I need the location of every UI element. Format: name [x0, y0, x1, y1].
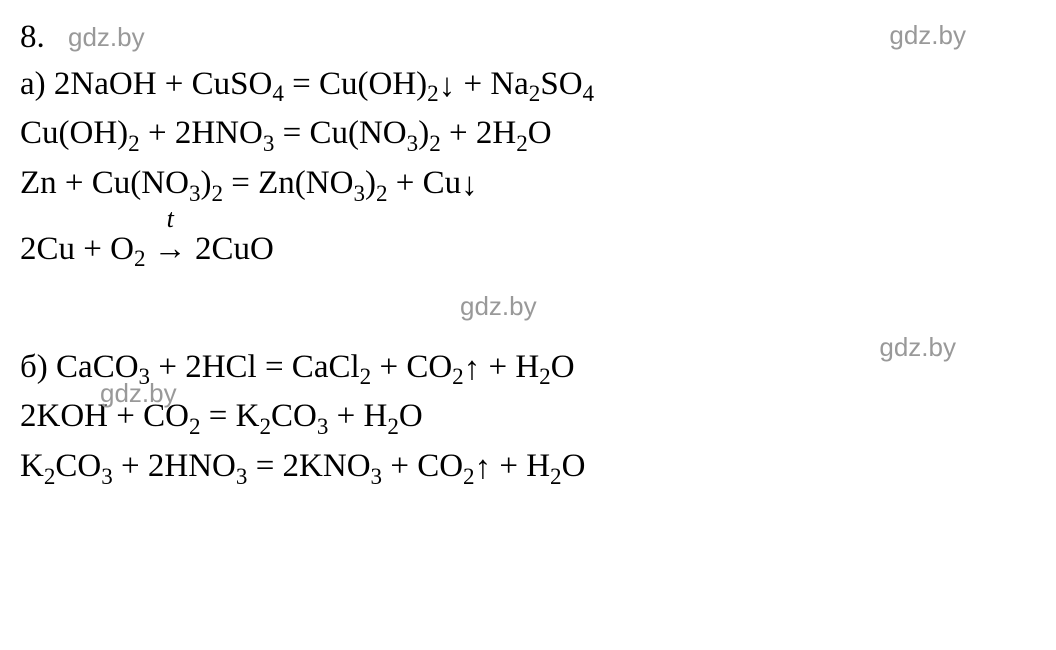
watermark: gdz.by — [460, 289, 537, 324]
eq-text: O — [528, 115, 552, 151]
eq-text: O — [551, 349, 575, 385]
subscript: 2 — [463, 463, 475, 489]
subscript: 3 — [317, 413, 329, 439]
subscript: 2 — [387, 413, 399, 439]
equation-b3: K2CO3 + 2HNO3 = 2KNO3 + CO2↑ + H2O — [20, 444, 1036, 492]
eq-text — [146, 231, 154, 267]
watermark: gdz.by — [879, 330, 956, 365]
subscript: 2 — [529, 80, 541, 106]
eq-text: + Cu — [388, 165, 462, 201]
eq-text: 2CuO — [187, 231, 274, 267]
eq-text: CO — [271, 398, 317, 434]
eq-text: 2Cu + O — [20, 231, 134, 267]
eq-text: + 2HNO — [113, 448, 236, 484]
section-a: а) 2NaOH + CuSO4 = Cu(OH)2↓ + Na2SO4 Cu(… — [20, 62, 1036, 275]
subscript: 3 — [189, 180, 201, 206]
eq-text: O — [399, 398, 423, 434]
eq-text: + CO — [371, 349, 452, 385]
eq-text: SO — [540, 66, 582, 102]
eq-text: = Cu(OH) — [284, 66, 427, 102]
eq-text: = Zn(NO — [223, 165, 353, 201]
equation-a4: 2Cu + O2 t→ 2CuO — [20, 227, 1036, 275]
eq-text: = 2KNO — [247, 448, 370, 484]
subscript: 2 — [189, 413, 201, 439]
eq-text: ) — [200, 165, 211, 201]
eq-text: + CO — [382, 448, 463, 484]
eq-text: + 2HNO — [140, 115, 263, 151]
subscript: 2 — [429, 130, 441, 156]
subscript: 4 — [583, 80, 595, 106]
subscript: 2 — [360, 363, 372, 389]
subscript: 2 — [44, 463, 56, 489]
precipitate-arrow-icon: ↓ — [461, 167, 478, 203]
subscript: 2 — [452, 363, 464, 389]
eq-text: + Na — [455, 66, 529, 102]
subscript: 4 — [272, 80, 284, 106]
subscript: 3 — [101, 463, 113, 489]
subscript: 2 — [550, 463, 562, 489]
eq-text: 2NaOH + CuSO — [54, 66, 272, 102]
precipitate-arrow-icon: ↓ — [439, 68, 456, 104]
watermark: gdz.by — [68, 20, 145, 55]
temperature-condition: t — [167, 201, 174, 236]
equation-a1: а) 2NaOH + CuSO4 = Cu(OH)2↓ + Na2SO4 — [20, 62, 1036, 110]
eq-text: Zn + Cu(NO — [20, 165, 189, 201]
equation-a2: Cu(OH)2 + 2HNO3 = Cu(NO3)2 + 2H2O — [20, 111, 1036, 159]
arrow-symbol: → — [154, 231, 187, 267]
eq-text: K — [20, 448, 44, 484]
eq-text: CO — [55, 448, 101, 484]
gas-arrow-icon: ↑ — [475, 450, 492, 486]
eq-text: Cu(OH) — [20, 115, 128, 151]
subscript: 2 — [134, 245, 146, 271]
subscript: 2 — [211, 180, 223, 206]
watermark: gdz.by — [889, 18, 966, 53]
subscript: 3 — [236, 463, 248, 489]
eq-text: + H — [491, 448, 550, 484]
eq-text: = Cu(NO — [274, 115, 406, 151]
eq-text: ) — [365, 165, 376, 201]
section-a-label: а) — [20, 66, 54, 102]
subscript: 3 — [407, 130, 419, 156]
gas-arrow-icon: ↑ — [464, 351, 481, 387]
section-b-label: б) — [20, 349, 56, 385]
eq-text: + H — [480, 349, 539, 385]
subscript: 2 — [376, 180, 388, 206]
eq-text: + 2H — [441, 115, 516, 151]
subscript: 2 — [128, 130, 140, 156]
eq-text: + 2HCl = CaCl — [150, 349, 360, 385]
subscript: 3 — [263, 130, 275, 156]
eq-text: = K — [201, 398, 260, 434]
eq-text: ) — [418, 115, 429, 151]
subscript: 2 — [259, 413, 271, 439]
reaction-arrow-icon: t→ — [154, 227, 187, 272]
subscript: 3 — [371, 463, 383, 489]
problem-number: 8. — [20, 15, 1036, 60]
watermark: gdz.by — [100, 376, 177, 411]
eq-text: O — [562, 448, 586, 484]
eq-text: + H — [328, 398, 387, 434]
subscript: 2 — [539, 363, 551, 389]
subscript: 3 — [353, 180, 365, 206]
section-b: б) CaCO3 + 2HCl = CaCl2 + CO2↑ + H2O 2KO… — [20, 345, 1036, 492]
subscript: 2 — [427, 80, 439, 106]
subscript: 2 — [516, 130, 528, 156]
